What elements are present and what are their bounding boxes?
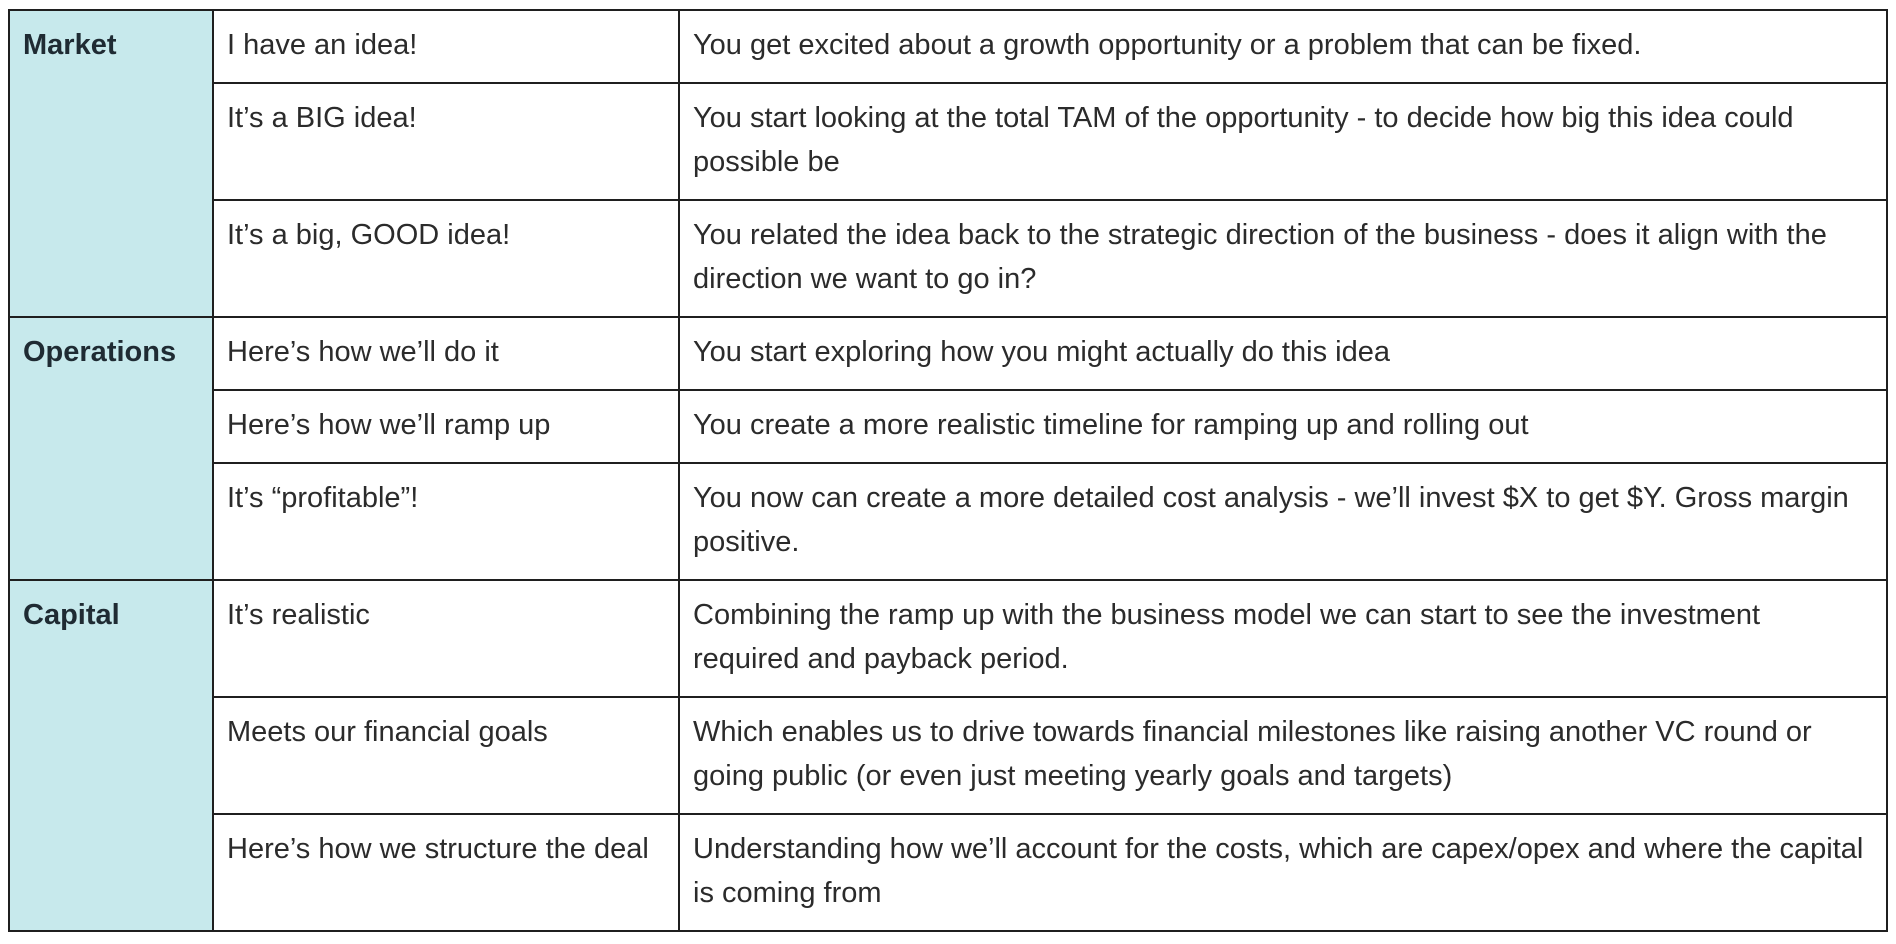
description-cell: Which enables us to drive towards financ… bbox=[678, 696, 1888, 815]
stage-cell: Here’s how we’ll do it bbox=[212, 316, 680, 391]
table-row: It’s a big, GOOD idea! You related the i… bbox=[9, 199, 1888, 318]
description-cell: Combining the ramp up with the business … bbox=[678, 579, 1888, 698]
table-row: Market I have an idea! You get excited a… bbox=[8, 9, 1888, 318]
description-cell: You create a more realistic timeline for… bbox=[678, 389, 1888, 464]
description-cell: You now can create a more detailed cost … bbox=[678, 462, 1888, 581]
table-row: It’s a BIG idea! You start looking at th… bbox=[9, 82, 1888, 201]
table-row: Here’s how we structure the deal Underst… bbox=[9, 813, 1888, 932]
stage-cell: I have an idea! bbox=[212, 9, 680, 84]
idea-stages-table: Market I have an idea! You get excited a… bbox=[8, 9, 1888, 932]
table-row: Operations Here’s how we’ll do it You st… bbox=[8, 316, 1888, 581]
description-cell: You start looking at the total TAM of th… bbox=[678, 82, 1888, 201]
table-row: Meets our financial goals Which enables … bbox=[9, 696, 1888, 815]
stage-cell: It’s a BIG idea! bbox=[212, 82, 680, 201]
description-cell: You related the idea back to the strateg… bbox=[678, 199, 1888, 318]
description-cell: You start exploring how you might actual… bbox=[678, 316, 1888, 391]
phase-cell-capital: Capital bbox=[8, 579, 214, 932]
stage-cell: Meets our financial goals bbox=[212, 696, 680, 815]
description-cell: Understanding how we’ll account for the … bbox=[678, 813, 1888, 932]
table-row: It’s “profitable”! You now can create a … bbox=[9, 462, 1888, 581]
phase-cell-operations: Operations bbox=[8, 316, 214, 581]
description-cell: You get excited about a growth opportuni… bbox=[678, 9, 1888, 84]
stage-cell: It’s “profitable”! bbox=[212, 462, 680, 581]
stage-cell: Here’s how we’ll ramp up bbox=[212, 389, 680, 464]
phase-cell-market: Market bbox=[8, 9, 214, 318]
table-row: Capital It’s realistic Combining the ram… bbox=[8, 579, 1888, 932]
table-row: Here’s how we’ll ramp up You create a mo… bbox=[9, 389, 1888, 464]
stage-cell: It’s realistic bbox=[212, 579, 680, 698]
stage-cell: Here’s how we structure the deal bbox=[212, 813, 680, 932]
stage-cell: It’s a big, GOOD idea! bbox=[212, 199, 680, 318]
